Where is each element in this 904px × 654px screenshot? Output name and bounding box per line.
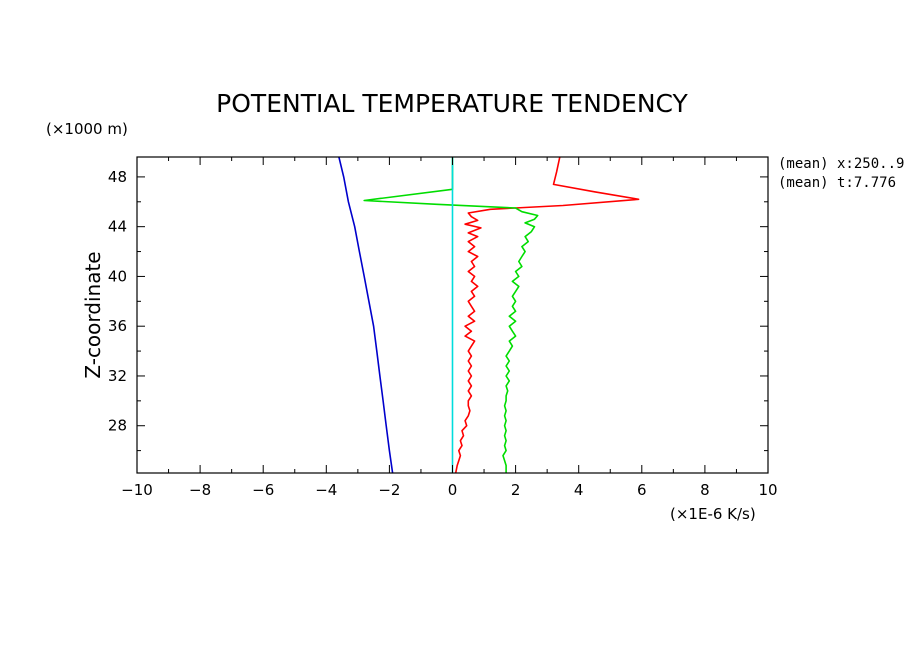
x-axis-unit: (×1E-6 K/s) [670, 505, 756, 523]
x-tick-label: 4 [574, 481, 584, 499]
x-tick-label: −2 [378, 481, 400, 499]
series-line-2 [454, 156, 640, 474]
x-tick-label: −10 [121, 481, 153, 499]
x-tick-label: −4 [315, 481, 337, 499]
y-tick-label: 44 [108, 218, 127, 236]
x-tick-label: 0 [448, 481, 458, 499]
x-tick-label: 2 [511, 481, 521, 499]
y-tick-label: 28 [108, 417, 127, 435]
x-tick-label: 6 [637, 481, 647, 499]
annotation-x-mean: (mean) x:250..9 [778, 156, 904, 172]
y-axis-label: Z-coordinate [81, 251, 105, 378]
chart-title: POTENTIAL TEMPERATURE TENDENCY [216, 89, 688, 118]
axis-layer: −10 −8 −6 −4 −2 0 2 4 6 8 10 28 32 36 40 44 48 [108, 157, 778, 499]
series-layer [338, 156, 640, 474]
x-tick-label: −8 [189, 481, 211, 499]
plot-frame [136, 156, 769, 474]
y-tick-label: 48 [108, 168, 127, 186]
annotation-t-mean: (mean) t:7.776 [778, 175, 896, 191]
series-line-1 [338, 156, 394, 474]
x-tick-label: −6 [252, 481, 274, 499]
y-tick-label: 40 [108, 267, 127, 285]
x-tick-label: 10 [758, 481, 777, 499]
x-tick-label: 8 [700, 481, 710, 499]
y-tick-label: 32 [108, 367, 127, 385]
y-tick-label: 36 [108, 317, 127, 335]
y-axis-unit: (×1000 m) [46, 120, 128, 138]
series-line-3 [363, 157, 539, 473]
